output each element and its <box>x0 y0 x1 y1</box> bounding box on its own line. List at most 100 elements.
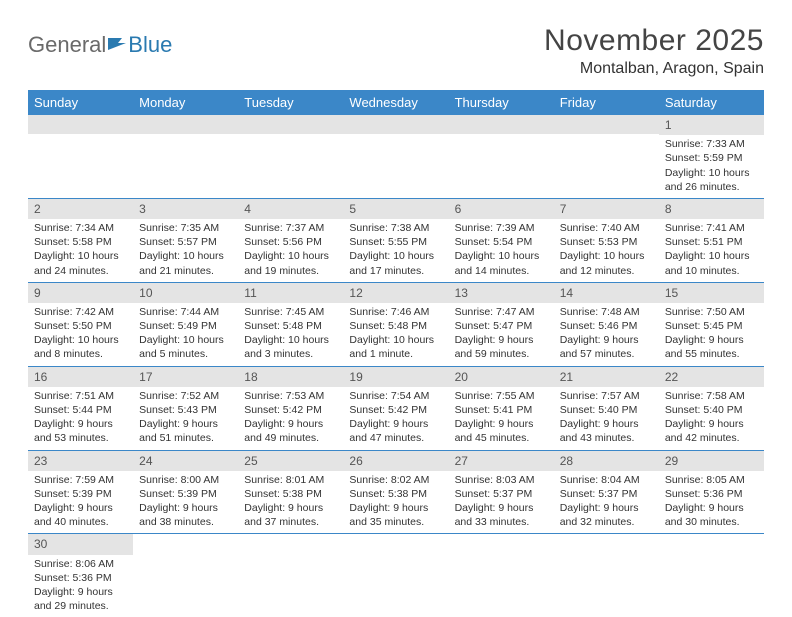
daylight-text: and 10 minutes. <box>665 264 758 278</box>
sunrise-text: Sunrise: 7:58 AM <box>665 389 758 403</box>
day-number: 29 <box>659 451 764 471</box>
sunrise-text: Sunrise: 7:38 AM <box>349 221 442 235</box>
day-content: Sunrise: 7:52 AMSunset: 5:43 PMDaylight:… <box>133 387 238 450</box>
weekday-header-row: Sunday Monday Tuesday Wednesday Thursday… <box>28 90 764 115</box>
empty-day-bar <box>133 115 238 134</box>
day-number: 9 <box>28 283 133 303</box>
daylight-text: Daylight: 9 hours <box>455 501 548 515</box>
day-number: 30 <box>28 534 133 554</box>
day-content: Sunrise: 7:33 AMSunset: 5:59 PMDaylight:… <box>659 135 764 198</box>
day-number: 22 <box>659 367 764 387</box>
daylight-text: Daylight: 10 hours <box>349 333 442 347</box>
day-number: 13 <box>449 283 554 303</box>
daylight-text: Daylight: 9 hours <box>34 417 127 431</box>
sunset-text: Sunset: 5:39 PM <box>34 487 127 501</box>
sunrise-text: Sunrise: 7:59 AM <box>34 473 127 487</box>
daylight-text: and 53 minutes. <box>34 431 127 445</box>
sunset-text: Sunset: 5:37 PM <box>455 487 548 501</box>
day-cell: 8Sunrise: 7:41 AMSunset: 5:51 PMDaylight… <box>659 198 764 282</box>
daylight-text: and 17 minutes. <box>349 264 442 278</box>
daylight-text: Daylight: 10 hours <box>244 333 337 347</box>
calendar-table: Sunday Monday Tuesday Wednesday Thursday… <box>28 90 764 617</box>
daylight-text: and 37 minutes. <box>244 515 337 529</box>
sunrise-text: Sunrise: 8:05 AM <box>665 473 758 487</box>
week-row: 1Sunrise: 7:33 AMSunset: 5:59 PMDaylight… <box>28 115 764 198</box>
location: Montalban, Aragon, Spain <box>544 60 764 78</box>
daylight-text: Daylight: 9 hours <box>665 417 758 431</box>
calendar-body: 1Sunrise: 7:33 AMSunset: 5:59 PMDaylight… <box>28 115 764 617</box>
daylight-text: and 8 minutes. <box>34 347 127 361</box>
day-number: 27 <box>449 451 554 471</box>
sunset-text: Sunset: 5:46 PM <box>560 319 653 333</box>
sunset-text: Sunset: 5:45 PM <box>665 319 758 333</box>
daylight-text: and 45 minutes. <box>455 431 548 445</box>
weekday-header: Monday <box>133 90 238 115</box>
daylight-text: Daylight: 9 hours <box>560 501 653 515</box>
sunrise-text: Sunrise: 7:35 AM <box>139 221 232 235</box>
day-number: 10 <box>133 283 238 303</box>
day-cell <box>449 534 554 617</box>
sunset-text: Sunset: 5:43 PM <box>139 403 232 417</box>
sunrise-text: Sunrise: 7:44 AM <box>139 305 232 319</box>
daylight-text: and 43 minutes. <box>560 431 653 445</box>
daylight-text: Daylight: 10 hours <box>34 333 127 347</box>
day-cell: 5Sunrise: 7:38 AMSunset: 5:55 PMDaylight… <box>343 198 448 282</box>
daylight-text: and 1 minute. <box>349 347 442 361</box>
daylight-text: and 47 minutes. <box>349 431 442 445</box>
day-content: Sunrise: 7:53 AMSunset: 5:42 PMDaylight:… <box>238 387 343 450</box>
week-row: 2Sunrise: 7:34 AMSunset: 5:58 PMDaylight… <box>28 198 764 282</box>
daylight-text: and 19 minutes. <box>244 264 337 278</box>
sunrise-text: Sunrise: 7:51 AM <box>34 389 127 403</box>
day-cell: 11Sunrise: 7:45 AMSunset: 5:48 PMDayligh… <box>238 282 343 366</box>
sunset-text: Sunset: 5:56 PM <box>244 235 337 249</box>
day-content: Sunrise: 7:39 AMSunset: 5:54 PMDaylight:… <box>449 219 554 282</box>
sunrise-text: Sunrise: 7:55 AM <box>455 389 548 403</box>
day-cell: 14Sunrise: 7:48 AMSunset: 5:46 PMDayligh… <box>554 282 659 366</box>
day-number: 17 <box>133 367 238 387</box>
day-content: Sunrise: 7:58 AMSunset: 5:40 PMDaylight:… <box>659 387 764 450</box>
empty-day-bar <box>449 115 554 134</box>
sunrise-text: Sunrise: 7:37 AM <box>244 221 337 235</box>
day-content: Sunrise: 8:00 AMSunset: 5:39 PMDaylight:… <box>133 471 238 534</box>
sunrise-text: Sunrise: 7:57 AM <box>560 389 653 403</box>
day-cell: 30Sunrise: 8:06 AMSunset: 5:36 PMDayligh… <box>28 534 133 617</box>
daylight-text: and 55 minutes. <box>665 347 758 361</box>
day-number: 11 <box>238 283 343 303</box>
sunrise-text: Sunrise: 7:50 AM <box>665 305 758 319</box>
day-number: 1 <box>659 115 764 135</box>
day-number: 21 <box>554 367 659 387</box>
sunset-text: Sunset: 5:51 PM <box>665 235 758 249</box>
flag-icon <box>108 32 128 58</box>
daylight-text: Daylight: 10 hours <box>560 249 653 263</box>
day-cell: 4Sunrise: 7:37 AMSunset: 5:56 PMDaylight… <box>238 198 343 282</box>
sunset-text: Sunset: 5:57 PM <box>139 235 232 249</box>
sunset-text: Sunset: 5:36 PM <box>34 571 127 585</box>
daylight-text: and 57 minutes. <box>560 347 653 361</box>
sunset-text: Sunset: 5:50 PM <box>34 319 127 333</box>
day-cell: 6Sunrise: 7:39 AMSunset: 5:54 PMDaylight… <box>449 198 554 282</box>
daylight-text: Daylight: 9 hours <box>349 501 442 515</box>
daylight-text: and 59 minutes. <box>455 347 548 361</box>
sunrise-text: Sunrise: 7:42 AM <box>34 305 127 319</box>
day-content: Sunrise: 8:01 AMSunset: 5:38 PMDaylight:… <box>238 471 343 534</box>
day-cell: 7Sunrise: 7:40 AMSunset: 5:53 PMDaylight… <box>554 198 659 282</box>
daylight-text: and 3 minutes. <box>244 347 337 361</box>
logo: General Blue <box>28 24 172 58</box>
sunrise-text: Sunrise: 7:34 AM <box>34 221 127 235</box>
daylight-text: Daylight: 10 hours <box>244 249 337 263</box>
sunset-text: Sunset: 5:36 PM <box>665 487 758 501</box>
sunset-text: Sunset: 5:38 PM <box>244 487 337 501</box>
daylight-text: and 29 minutes. <box>34 599 127 613</box>
day-number: 2 <box>28 199 133 219</box>
daylight-text: Daylight: 9 hours <box>665 501 758 515</box>
daylight-text: and 40 minutes. <box>34 515 127 529</box>
weekday-header: Wednesday <box>343 90 448 115</box>
day-number: 28 <box>554 451 659 471</box>
day-content: Sunrise: 7:40 AMSunset: 5:53 PMDaylight:… <box>554 219 659 282</box>
sunrise-text: Sunrise: 8:04 AM <box>560 473 653 487</box>
day-content: Sunrise: 8:04 AMSunset: 5:37 PMDaylight:… <box>554 471 659 534</box>
day-cell: 10Sunrise: 7:44 AMSunset: 5:49 PMDayligh… <box>133 282 238 366</box>
day-cell <box>133 534 238 617</box>
header: General Blue November 2025 Montalban, Ar… <box>28 24 764 78</box>
daylight-text: and 21 minutes. <box>139 264 232 278</box>
